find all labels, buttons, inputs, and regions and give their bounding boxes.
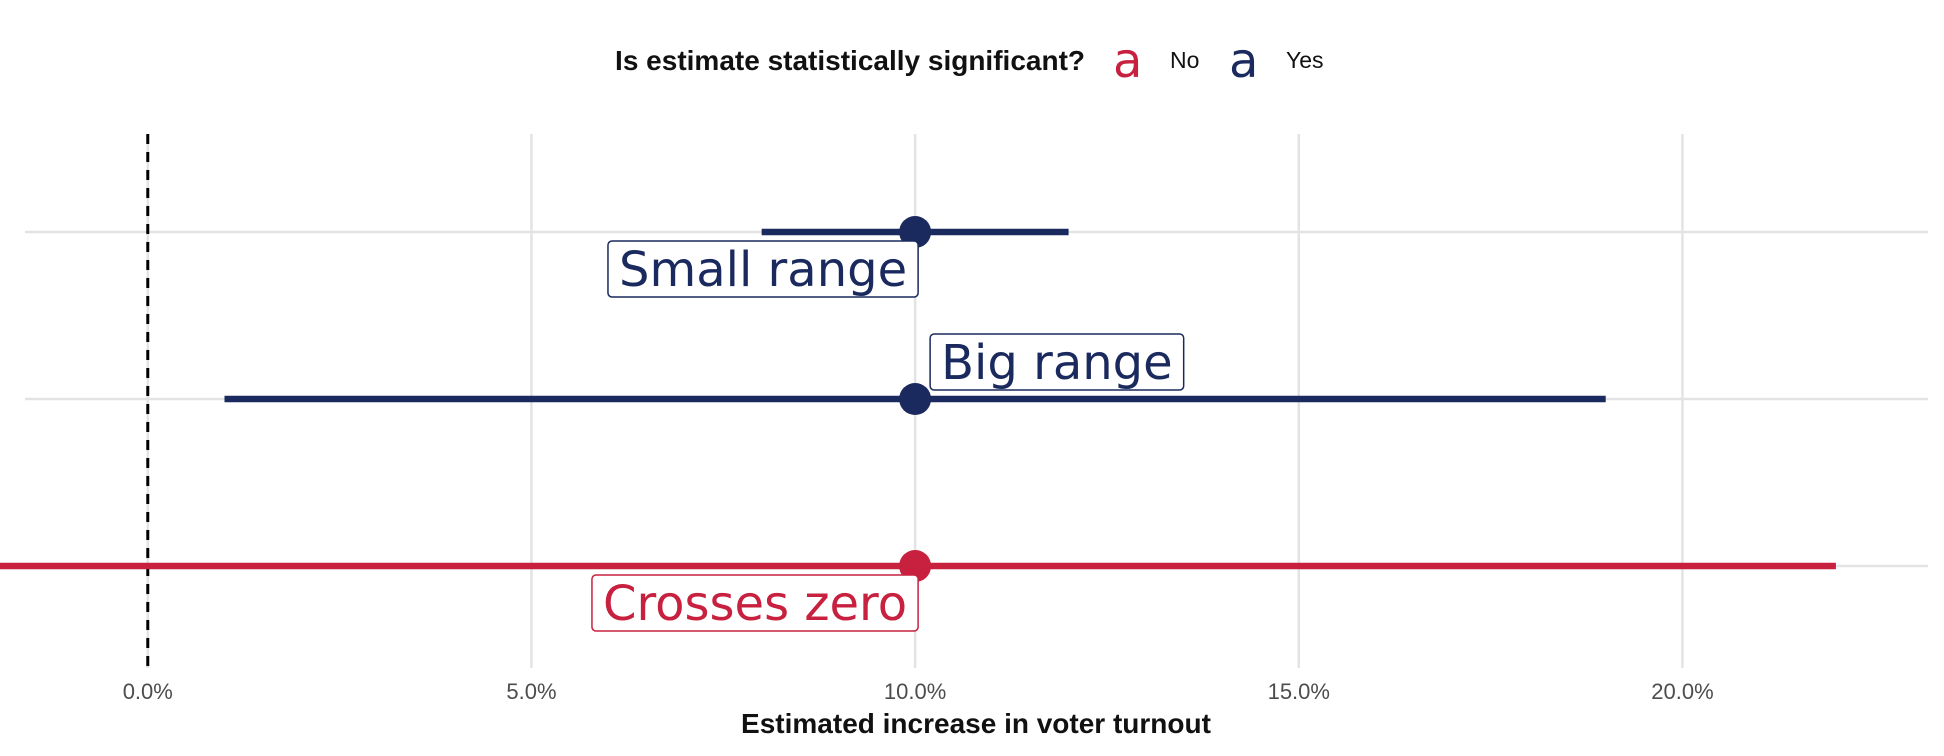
legend-entry-yes: a Yes <box>1229 33 1324 89</box>
legend-key-no: a <box>1113 33 1142 89</box>
label-box-crosses-zero <box>591 574 919 632</box>
legend-label-yes: Yes <box>1286 47 1324 73</box>
label-box-small-range <box>607 240 919 298</box>
series-big-range: Big range <box>224 333 1606 415</box>
series-small-range: Small range <box>607 216 1069 298</box>
x-tick-label: 0.0% <box>123 679 173 704</box>
x-tick-label: 5.0% <box>506 679 556 704</box>
legend: Is estimate statistically significant? a… <box>615 33 1323 89</box>
legend-title: Is estimate statistically significant? <box>615 45 1085 76</box>
legend-key-yes: a <box>1229 33 1258 89</box>
x-tick-label: 15.0% <box>1268 679 1330 704</box>
series-crosses-zero: Crosses zero <box>0 550 1836 632</box>
label-text-small-range: Small range <box>619 242 907 298</box>
label-box-big-range <box>929 333 1185 391</box>
x-axis-title: Estimated increase in voter turnout <box>741 708 1211 739</box>
x-tick-label: 20.0% <box>1651 679 1713 704</box>
label-text-crosses-zero: Crosses zero <box>603 576 907 632</box>
estimate-point-small-range <box>899 216 932 248</box>
legend-label-no: No <box>1170 47 1199 73</box>
x-tick-label: 10.0% <box>884 679 946 704</box>
x-axis-ticks: 0.0% 5.0% 10.0% 15.0% 20.0% <box>123 679 1714 704</box>
estimate-point-big-range <box>899 383 932 415</box>
label-text-big-range: Big range <box>941 335 1173 391</box>
estimate-point-crosses-zero <box>899 550 932 582</box>
legend-entry-no: a No <box>1113 33 1199 89</box>
